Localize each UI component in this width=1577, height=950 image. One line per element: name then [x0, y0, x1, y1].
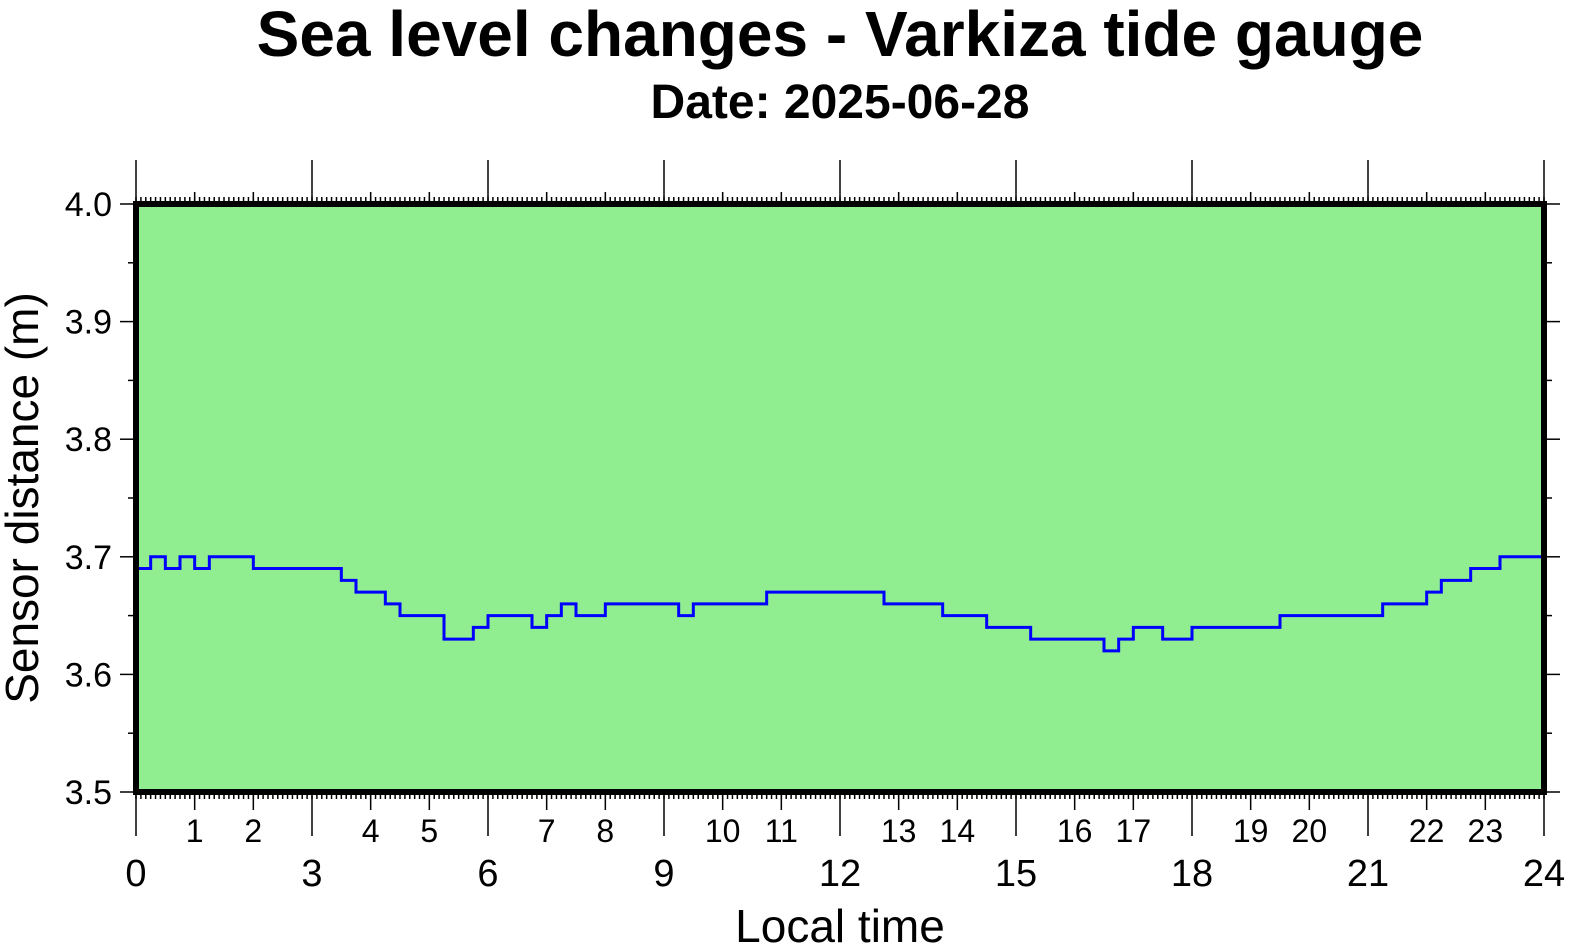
x-major-label: 21: [1347, 853, 1389, 895]
x-hour-label: 5: [420, 813, 438, 849]
x-hour-label: 1: [186, 813, 204, 849]
x-hour-label: 20: [1292, 813, 1328, 849]
y-tick-label: 3.8: [65, 421, 112, 459]
x-hour-label: 13: [881, 813, 917, 849]
x-hour-label: 19: [1233, 813, 1269, 849]
x-major-label: 9: [653, 853, 674, 895]
x-major-label: 0: [125, 853, 146, 895]
x-hour-label: 11: [765, 813, 798, 849]
x-major-label: 18: [1171, 853, 1213, 895]
x-hour-label: 16: [1057, 813, 1093, 849]
x-major-label: 15: [995, 853, 1037, 895]
x-hour-label: 7: [538, 813, 556, 849]
x-hour-label: 23: [1468, 813, 1504, 849]
y-tick-label: 3.6: [65, 656, 112, 694]
sea-level-series-line: [136, 555, 1546, 653]
x-hour-label: 2: [244, 813, 262, 849]
x-axis-label: Local time: [735, 900, 945, 950]
x-hour-label: 4: [362, 813, 380, 849]
chart-subtitle: Date: 2025-06-28: [651, 76, 1030, 129]
y-tick-label: 3.7: [65, 539, 112, 577]
y-tick-label: 4.0: [65, 186, 112, 224]
chart-title: Sea level changes - Varkiza tide gauge: [257, 0, 1424, 70]
x-hour-label: 14: [940, 813, 976, 849]
x-major-label: 24: [1523, 853, 1565, 895]
plot-background: [136, 204, 1544, 792]
tick-labels: 1 2 4 5 7 8 10 11 13 14 16 17 19 20 22 230 3 6 9 12 15 18 21 24…: [65, 186, 1565, 895]
x-hour-label: 22: [1409, 813, 1445, 849]
y-axis-label: Sensor distance (m): [0, 292, 48, 704]
y-tick-label: 3.9: [65, 304, 112, 342]
x-major-label: 12: [819, 853, 861, 895]
plot-frame: [133, 201, 1547, 795]
y-tick-label: 3.5: [65, 774, 112, 812]
x-major-label: 3: [301, 853, 322, 895]
x-hour-label: 10: [705, 813, 741, 849]
x-hour-label: 8: [596, 813, 614, 849]
x-major-label: 6: [477, 853, 498, 895]
x-hour-label: 17: [1116, 813, 1152, 849]
